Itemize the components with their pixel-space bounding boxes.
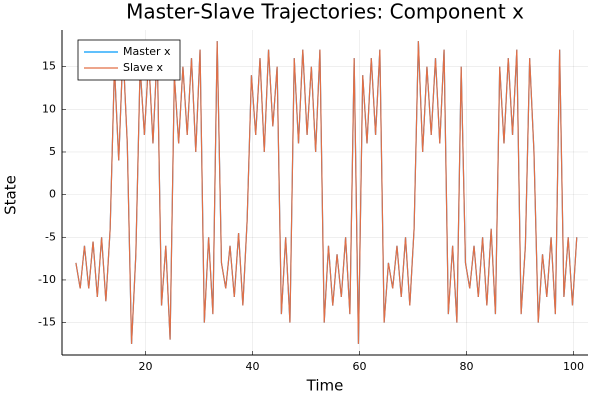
x-tick-label: 100 bbox=[563, 360, 584, 373]
y-tick-label: -15 bbox=[38, 316, 56, 329]
chart-title: Master-Slave Trajectories: Component x bbox=[126, 0, 524, 24]
series-line bbox=[75, 41, 578, 344]
y-tick-label: -10 bbox=[38, 273, 56, 286]
series-line bbox=[75, 41, 578, 344]
y-tick-label: 0 bbox=[49, 188, 56, 201]
x-tick-label: 40 bbox=[245, 360, 259, 373]
x-tick-label: 60 bbox=[353, 360, 367, 373]
legend-label: Slave x bbox=[123, 61, 164, 74]
x-tick-label: 80 bbox=[460, 360, 474, 373]
x-axis-label: Time bbox=[306, 377, 344, 395]
y-tick-label: 5 bbox=[49, 145, 56, 158]
y-axis-label: State bbox=[2, 175, 20, 215]
y-tick-label: -5 bbox=[45, 230, 56, 243]
y-tick-label: 10 bbox=[42, 102, 56, 115]
x-tick-label: 20 bbox=[138, 360, 152, 373]
legend-label: Master x bbox=[123, 45, 171, 58]
y-tick-label: 15 bbox=[42, 60, 56, 73]
legend-box bbox=[77, 39, 181, 81]
